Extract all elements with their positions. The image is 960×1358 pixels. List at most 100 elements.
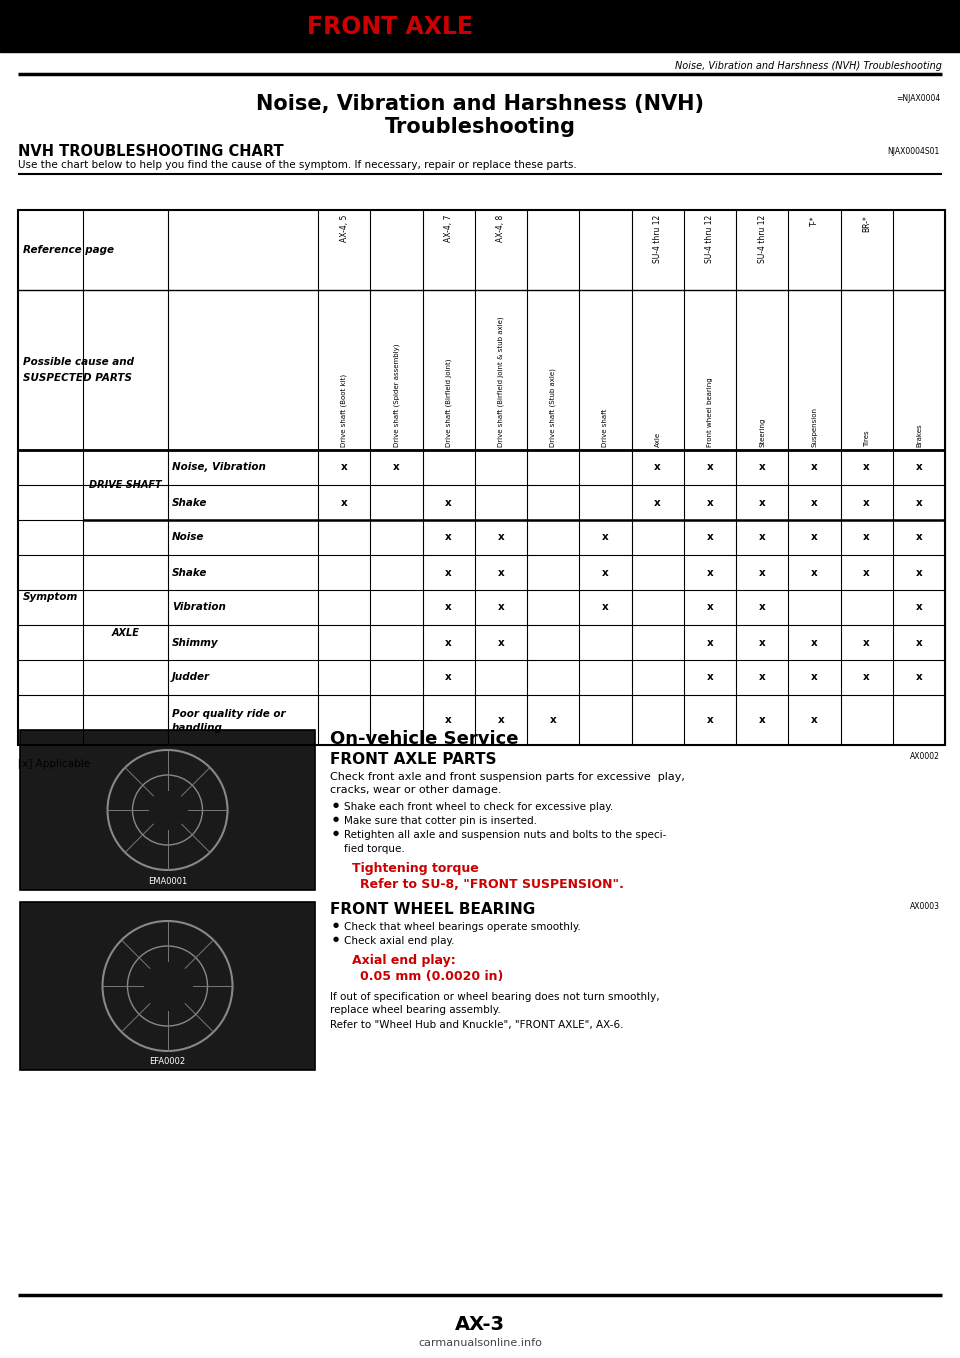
- Text: x: x: [341, 497, 348, 508]
- Text: Shake each front wheel to check for excessive play.: Shake each front wheel to check for exce…: [344, 803, 613, 812]
- Text: x: x: [863, 568, 870, 577]
- Text: Reference page: Reference page: [23, 244, 114, 255]
- Text: x: x: [758, 568, 765, 577]
- Text: Poor quality ride or: Poor quality ride or: [172, 709, 286, 718]
- Text: x: x: [863, 637, 870, 648]
- Text: AXLE: AXLE: [111, 627, 139, 637]
- Text: Check axial end play.: Check axial end play.: [344, 936, 454, 947]
- Text: x: x: [811, 463, 818, 473]
- Text: AX-4, 8: AX-4, 8: [496, 215, 505, 242]
- Text: x: x: [445, 497, 452, 508]
- Text: Use the chart below to help you find the cause of the symptom. If necessary, rep: Use the chart below to help you find the…: [18, 160, 577, 170]
- Text: Make sure that cotter pin is inserted.: Make sure that cotter pin is inserted.: [344, 816, 537, 826]
- Text: Retighten all axle and suspension nuts and bolts to the speci-: Retighten all axle and suspension nuts a…: [344, 830, 666, 841]
- Text: x: x: [497, 568, 504, 577]
- Text: DRIVE SHAFT: DRIVE SHAFT: [89, 479, 162, 490]
- Text: x: x: [707, 672, 713, 683]
- Text: Noise, Vibration: Noise, Vibration: [172, 463, 266, 473]
- Text: Drive shaft (Boot kit): Drive shaft (Boot kit): [341, 373, 348, 447]
- Text: x: x: [811, 672, 818, 683]
- Text: x: x: [758, 637, 765, 648]
- Text: x: x: [445, 603, 452, 612]
- Text: x: x: [655, 463, 661, 473]
- Text: BR-*: BR-*: [862, 215, 871, 232]
- Text: EMA0001: EMA0001: [148, 877, 187, 885]
- Text: x: x: [497, 532, 504, 542]
- Text: x: x: [445, 716, 452, 725]
- Text: x: x: [445, 672, 452, 683]
- Text: EFA0002: EFA0002: [150, 1057, 185, 1066]
- Text: NVH TROUBLESHOOTING CHART: NVH TROUBLESHOOTING CHART: [18, 144, 283, 159]
- Text: ●: ●: [333, 816, 339, 822]
- Text: AX0002: AX0002: [910, 752, 940, 760]
- Text: Axle: Axle: [655, 432, 660, 447]
- Text: Check front axle and front suspension parts for excessive  play,: Check front axle and front suspension pa…: [330, 771, 684, 782]
- Text: Front wheel bearing: Front wheel bearing: [707, 378, 713, 447]
- Text: ●: ●: [333, 936, 339, 942]
- Text: ●: ●: [333, 830, 339, 837]
- Text: x: x: [602, 532, 609, 542]
- Text: FRONT AXLE: FRONT AXLE: [307, 15, 473, 39]
- Text: x: x: [497, 637, 504, 648]
- Text: Shimmy: Shimmy: [172, 637, 219, 648]
- Text: Troubleshooting: Troubleshooting: [385, 117, 575, 137]
- Text: x: x: [393, 463, 399, 473]
- Text: x: x: [863, 463, 870, 473]
- Text: fied torque.: fied torque.: [344, 845, 405, 854]
- Text: [x] Applicable: [x] Applicable: [18, 759, 90, 769]
- Text: x: x: [602, 603, 609, 612]
- Text: Drive shaft (Birfield joint & stub axle): Drive shaft (Birfield joint & stub axle): [497, 316, 504, 447]
- Text: x: x: [707, 463, 713, 473]
- Text: If out of specification or wheel bearing does not turn smoothly,: If out of specification or wheel bearing…: [330, 991, 660, 1002]
- Text: Shake: Shake: [172, 497, 207, 508]
- Text: SUSPECTED PARTS: SUSPECTED PARTS: [23, 373, 132, 383]
- Text: SU-4 thru 12: SU-4 thru 12: [653, 215, 662, 263]
- Text: FRONT AXLE PARTS: FRONT AXLE PARTS: [330, 752, 496, 767]
- Text: x: x: [341, 463, 348, 473]
- Text: SU-4 thru 12: SU-4 thru 12: [757, 215, 767, 263]
- Text: 0.05 mm (0.0020 in): 0.05 mm (0.0020 in): [360, 970, 503, 983]
- Text: Noise: Noise: [172, 532, 204, 542]
- Text: ●: ●: [333, 803, 339, 808]
- Text: ●: ●: [333, 922, 339, 928]
- Text: Refer to SU-8, "FRONT SUSPENSION".: Refer to SU-8, "FRONT SUSPENSION".: [360, 879, 624, 891]
- Text: x: x: [916, 672, 923, 683]
- Text: Drive shaft (Spider assembly): Drive shaft (Spider assembly): [394, 344, 399, 447]
- Text: x: x: [811, 497, 818, 508]
- Text: x: x: [811, 568, 818, 577]
- Text: x: x: [758, 463, 765, 473]
- Text: Steering: Steering: [759, 418, 765, 447]
- Text: x: x: [916, 568, 923, 577]
- Text: x: x: [758, 532, 765, 542]
- Text: x: x: [707, 603, 713, 612]
- Text: Tightening torque: Tightening torque: [352, 862, 479, 875]
- Text: x: x: [445, 532, 452, 542]
- Text: FRONT WHEEL BEARING: FRONT WHEEL BEARING: [330, 902, 536, 917]
- Text: carmanualsonline.info: carmanualsonline.info: [418, 1338, 542, 1348]
- Text: Noise, Vibration and Harshness (NVH) Troubleshooting: Noise, Vibration and Harshness (NVH) Tro…: [675, 61, 942, 71]
- Text: Judder: Judder: [172, 672, 210, 683]
- Text: x: x: [707, 497, 713, 508]
- Text: Refer to "Wheel Hub and Knuckle", "FRONT AXLE", AX-6.: Refer to "Wheel Hub and Knuckle", "FRONT…: [330, 1020, 623, 1029]
- Text: x: x: [916, 463, 923, 473]
- Text: x: x: [916, 532, 923, 542]
- Text: AX-4, 5: AX-4, 5: [340, 215, 348, 242]
- Text: SU-4 thru 12: SU-4 thru 12: [706, 215, 714, 263]
- Text: Possible cause and: Possible cause and: [23, 357, 134, 367]
- Text: Vibration: Vibration: [172, 603, 226, 612]
- Text: x: x: [758, 672, 765, 683]
- Text: On-vehicle Service: On-vehicle Service: [330, 731, 518, 748]
- Text: Check that wheel bearings operate smoothly.: Check that wheel bearings operate smooth…: [344, 922, 581, 932]
- Text: T-*: T-*: [810, 215, 819, 225]
- Text: x: x: [863, 497, 870, 508]
- Text: Brakes: Brakes: [916, 424, 922, 447]
- Text: AX0003: AX0003: [910, 902, 940, 911]
- Text: x: x: [916, 497, 923, 508]
- Text: Drive shaft: Drive shaft: [602, 409, 609, 447]
- Text: x: x: [758, 716, 765, 725]
- Text: Drive shaft (Birfield joint): Drive shaft (Birfield joint): [445, 359, 452, 447]
- Text: x: x: [863, 532, 870, 542]
- Text: x: x: [445, 637, 452, 648]
- Bar: [20, 731, 315, 889]
- Text: x: x: [497, 603, 504, 612]
